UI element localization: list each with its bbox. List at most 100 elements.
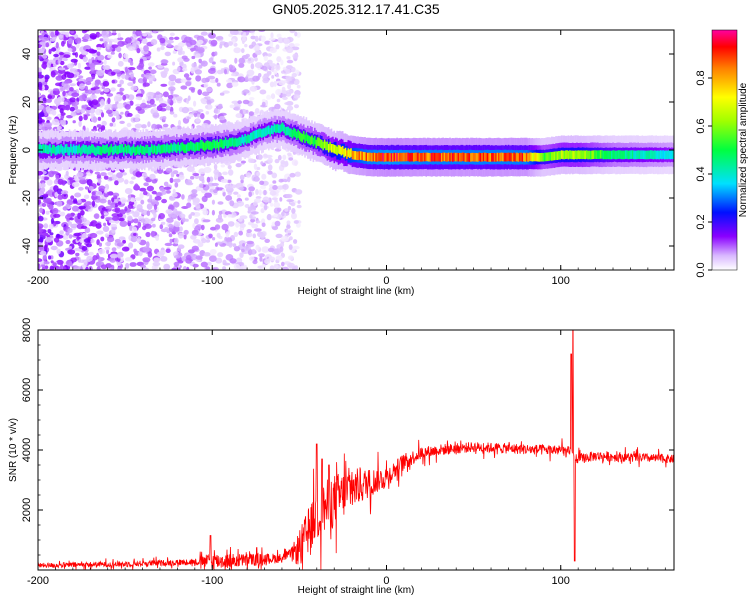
spectrogram-noise-point <box>249 256 255 261</box>
spectrogram-noise-point <box>78 248 82 252</box>
spectrogram-noise-point <box>228 64 233 70</box>
spectrogram-noise-point <box>190 254 198 261</box>
spectrogram-noise-point <box>155 235 160 241</box>
spectrogram-noise-point <box>210 39 218 47</box>
spectrogram-noise-point <box>119 79 124 85</box>
spectrogram-noise-point <box>164 51 171 57</box>
spectrogram-noise-point <box>40 36 49 42</box>
spectrogram-noise-point <box>190 88 195 93</box>
spectrogram-ridge-cell <box>254 130 256 140</box>
spectrogram-noise-point <box>103 222 107 227</box>
spectrogram-noise-point <box>42 63 47 70</box>
spectrogram-ridge-cell <box>294 129 297 138</box>
spectrogram-noise-point <box>56 125 62 130</box>
spectrogram-noise-point <box>40 75 45 78</box>
spectrogram-noise-point <box>293 43 300 47</box>
spectrogram-noise-point <box>233 47 241 54</box>
spectrogram-ridge-cell <box>594 150 596 159</box>
spectrogram-noise-point <box>143 45 149 52</box>
spectrogram-noise-point <box>143 217 150 224</box>
spectrogram-ridge-cell <box>63 147 65 156</box>
spectrogram-ridge-cell <box>171 144 174 153</box>
spectrogram-ridge-cell <box>325 141 327 151</box>
spectrogram-x-tick-label: -200 <box>27 275 49 287</box>
spectrogram-noise-point <box>130 236 138 243</box>
spectrogram-noise-point <box>86 106 92 111</box>
spectrogram-noise-point <box>213 169 219 175</box>
spectrogram-noise-point <box>275 44 280 50</box>
spectrogram-noise-point <box>57 59 61 65</box>
spectrogram-noise-point <box>217 103 223 110</box>
spectrogram-noise-point <box>51 118 60 126</box>
spectrogram-noise-point <box>53 179 59 185</box>
spectrogram-ridge-cell <box>585 150 588 159</box>
spectrogram-noise-point <box>273 213 278 218</box>
spectrogram-noise-point <box>83 33 90 40</box>
spectrogram-noise-point <box>173 254 181 259</box>
spectrogram-noise-point <box>98 33 102 37</box>
spectrogram-ridge-cell <box>319 139 322 148</box>
spectrogram-ridge-cell <box>327 143 330 153</box>
spectrogram-noise-point <box>267 53 272 57</box>
spectrogram-noise-point <box>247 221 254 226</box>
spectrogram-ridge-cell <box>297 129 299 138</box>
spectrogram-ridge-cell <box>139 144 142 153</box>
spectrogram-noise-point <box>237 194 241 198</box>
spectrogram-ridge-cell <box>460 153 462 162</box>
spectrogram-noise-point <box>53 237 60 243</box>
spectrogram-ridge-cell <box>634 150 637 160</box>
spectrogram-ridge-cell <box>602 150 605 160</box>
spectrogram-noise-point <box>192 172 200 177</box>
spectrogram-ridge-cell <box>340 146 343 156</box>
spectrogram-noise-point <box>210 226 217 231</box>
spectrogram-noise-point <box>143 182 149 187</box>
spectrogram-noise-point <box>55 75 64 81</box>
spectrogram-noise-point <box>214 107 219 114</box>
spectrogram-noise-point <box>68 234 73 239</box>
spectrogram-noise-point <box>97 69 105 77</box>
spectrogram-noise-point <box>38 113 44 117</box>
spectrogram-noise-point <box>69 217 74 221</box>
spectrogram-noise-point <box>183 73 190 78</box>
spectrogram-noise-point <box>229 104 235 109</box>
spectrogram-ridge-cell <box>668 150 670 159</box>
spectrogram-ridge-cell <box>619 150 621 159</box>
spectrogram-noise-point <box>190 193 198 197</box>
spectrogram-ridge-cell <box>612 150 614 159</box>
spectrogram-noise-point <box>246 240 254 245</box>
spectrogram-noise-point <box>84 186 89 190</box>
spectrogram-ridge-cell <box>339 145 341 155</box>
spectrogram-noise-point <box>163 186 172 190</box>
spectrogram-noise-point <box>55 82 62 87</box>
spectrogram-ridge-cell <box>467 152 469 162</box>
spectrogram-ridge-cell <box>110 143 113 153</box>
spectrogram-noise-point <box>104 187 108 194</box>
spectrogram-noise-point <box>170 171 175 178</box>
spectrogram-noise-point <box>100 215 105 219</box>
spectrogram-noise-point <box>279 197 283 202</box>
snr-x-tick-label: 0 <box>383 575 389 587</box>
spectrogram-ridge-cell <box>60 144 62 153</box>
spectrogram-noise-point <box>171 192 178 198</box>
spectrogram-ridge-cell <box>343 148 345 158</box>
spectrogram-noise-point <box>156 47 161 52</box>
spectrogram-ridge-cell <box>408 153 411 162</box>
spectrogram-noise-point <box>78 205 86 210</box>
spectrogram-ridge-cell <box>113 145 115 155</box>
spectrogram-ridge-cell <box>287 126 290 136</box>
spectrogram-noise-point <box>139 187 147 192</box>
spectrogram-ridge-cell <box>45 144 47 154</box>
spectrogram-y-ticks: -40 -20 0 20 40 <box>21 48 674 254</box>
spectrogram-noise-point <box>158 213 165 220</box>
spectrogram-ridge-cell <box>372 152 375 162</box>
spectrogram-ridge-cell <box>577 150 580 159</box>
spectrogram-ridge-cell <box>481 153 483 162</box>
spectrogram-noise-point <box>93 89 102 94</box>
spectrogram-noise-point <box>215 77 219 83</box>
spectrogram-noise-point <box>53 185 59 192</box>
spectrogram-ridge-cell <box>389 153 391 162</box>
spectrogram-ridge-cell <box>128 145 131 154</box>
spectrogram-ridge-cell <box>163 144 166 153</box>
spectrogram-noise-point <box>285 193 293 199</box>
